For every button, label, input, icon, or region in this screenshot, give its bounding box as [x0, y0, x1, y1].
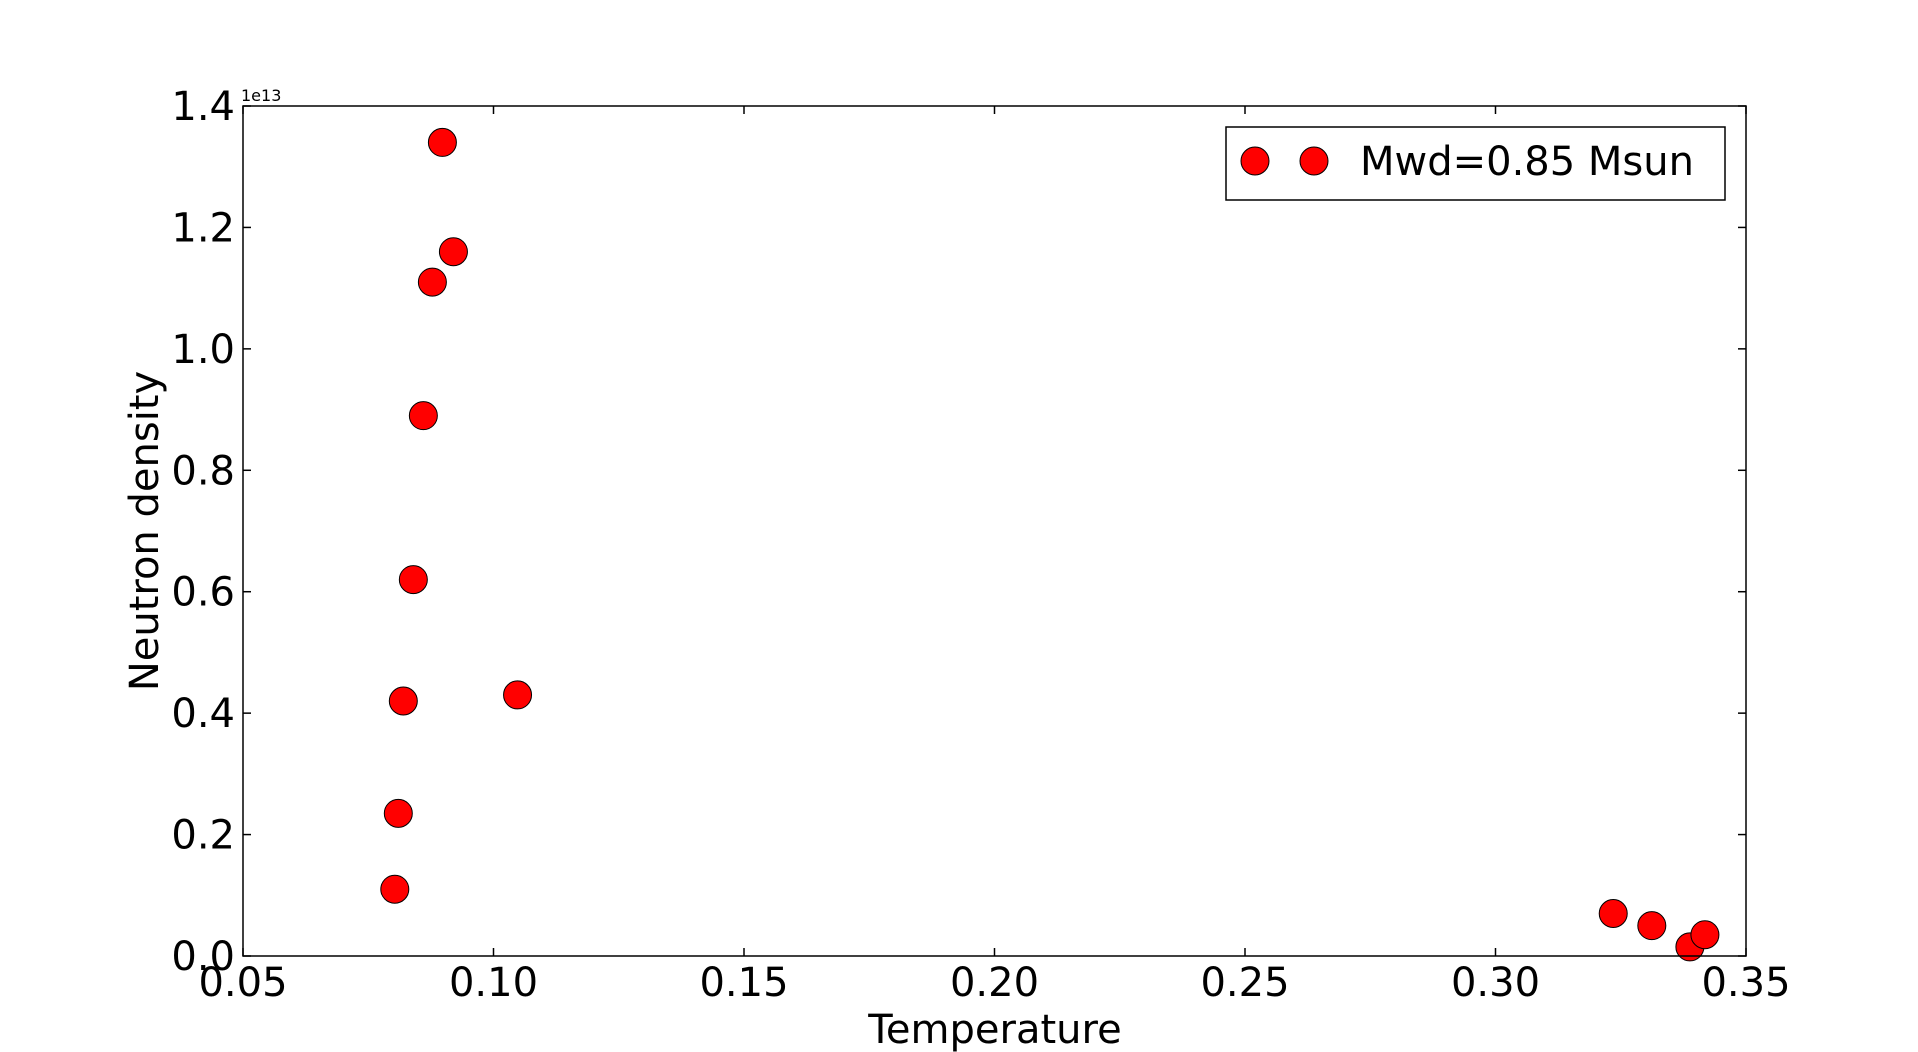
data-point — [427, 127, 457, 157]
x-tick-label: 0.30 — [1451, 960, 1540, 1006]
data-points — [380, 127, 1720, 962]
data-point — [408, 401, 438, 431]
y-tick-label: 1.0 — [171, 327, 235, 373]
y-tick-label: 0.0 — [171, 934, 235, 980]
x-tick-label: 0.20 — [950, 960, 1039, 1006]
y-offset-label: 1e13 — [241, 86, 281, 105]
data-point — [503, 680, 533, 710]
y-axis-title: Neutron density — [122, 371, 168, 691]
y-tick-label: 0.8 — [171, 448, 235, 494]
legend-marker — [1299, 146, 1329, 176]
legend: Mwd=0.85 Msun — [1225, 126, 1726, 201]
x-tick-label: 0.35 — [1701, 960, 1790, 1006]
data-point — [383, 798, 413, 828]
x-tick-label: 0.15 — [699, 960, 788, 1006]
x-axis-title: Temperature — [867, 1007, 1121, 1052]
data-point — [1598, 899, 1628, 928]
x-tick-label: 0.05 — [198, 960, 287, 1006]
y-axis-ticks: 0.0 0.2 0.4 0.6 0.8 1.0 1.2 1.4 — [171, 84, 1746, 980]
data-point — [380, 874, 410, 904]
plot-background — [243, 106, 1746, 956]
data-point — [388, 686, 418, 716]
x-tick-label: 0.10 — [449, 960, 538, 1006]
plot-frame — [242, 105, 1747, 957]
data-point — [438, 237, 468, 267]
legend-label: Mwd=0.85 Msun — [1360, 139, 1694, 185]
data-point — [1690, 920, 1720, 950]
y-tick-label: 0.4 — [171, 691, 235, 737]
data-point — [417, 267, 447, 297]
x-tick-label: 0.25 — [1200, 960, 1289, 1006]
data-point — [398, 565, 428, 595]
x-axis-ticks: 0.05 0.10 0.15 0.20 0.25 0.30 0.35 — [198, 106, 1791, 1006]
y-tick-label: 0.2 — [171, 813, 235, 859]
y-tick-label: 1.2 — [171, 205, 235, 251]
legend-marker — [1240, 146, 1270, 176]
y-tick-label: 0.6 — [171, 570, 235, 616]
data-point — [1637, 911, 1667, 941]
y-tick-label: 1.4 — [171, 84, 235, 130]
